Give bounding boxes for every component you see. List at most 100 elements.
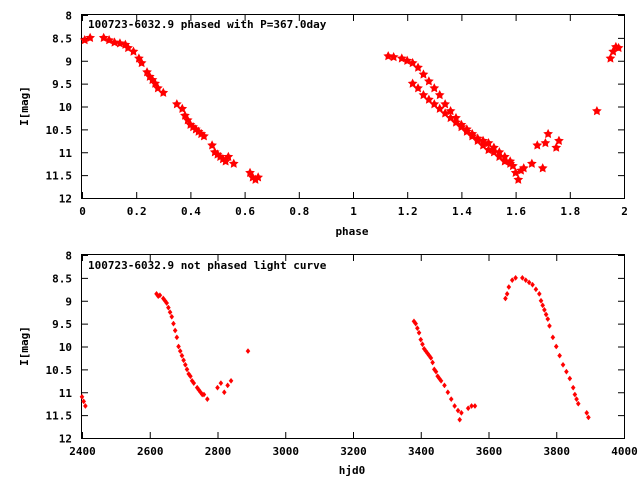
unphased-data-point	[557, 352, 562, 359]
unphased-data-point	[536, 290, 542, 297]
unphased-data-point	[469, 403, 474, 409]
unphased-data-point	[205, 396, 210, 403]
phased-data-point	[207, 140, 217, 150]
unphased-y-tick-label: 10.5	[46, 364, 73, 377]
unphased-x-tick-label: 3800	[544, 445, 571, 458]
unphased-data-point	[191, 380, 197, 387]
unphased-y-tick-label: 9.5	[52, 318, 72, 331]
phased-data-point	[537, 163, 548, 173]
unphased-data-point	[452, 403, 457, 409]
unphased-data-point	[553, 343, 559, 350]
unphased-data-point	[455, 407, 461, 414]
unphased-y-tick-label: 12	[59, 433, 72, 446]
phased-x-tick-label: 1.6	[506, 205, 526, 218]
phased-data-point	[128, 46, 139, 56]
phased-x-tick-label: 0.2	[127, 205, 147, 218]
unphased-x-axis-label: hjd0	[339, 464, 366, 477]
phased-data-point	[489, 142, 499, 152]
phased-data-point	[424, 76, 434, 86]
unphased-data-point	[179, 352, 185, 359]
unphased-data-point	[526, 279, 532, 286]
unphased-data-point	[540, 302, 546, 309]
unphased-data-point	[465, 405, 471, 412]
unphased-data-point	[176, 343, 181, 350]
phased-data-point	[440, 99, 450, 109]
phased-x-tick-label: 0.6	[235, 205, 255, 218]
unphased-plot-frame	[81, 254, 625, 439]
phased-data-point	[253, 172, 263, 182]
phased-data-point	[123, 42, 133, 53]
phased-ticks	[82, 15, 625, 199]
unphased-data-point	[584, 409, 590, 416]
unphased-data-point	[543, 311, 549, 318]
unphased-data-point	[81, 398, 87, 405]
unphased-data-point	[420, 341, 425, 348]
unphased-x-tick-label: 2800	[205, 445, 232, 458]
unphased-data-point	[177, 348, 183, 354]
phased-y-tick-labels: 8 8.5 9 9.5 10 10.5 11 11.5 12	[46, 10, 73, 206]
unphased-x-tick-label: 4000	[611, 445, 638, 458]
unphased-data-point	[533, 286, 539, 293]
phased-data-point	[543, 128, 553, 139]
phased-x-tick-labels: 0 0.2 0.4 0.6 0.8 1 1.2 1.4 1.6 1.8 2	[79, 205, 628, 218]
unphased-y-tick-label: 8.5	[52, 272, 72, 285]
phased-data-point	[136, 57, 147, 68]
unphased-data-point	[509, 277, 515, 284]
unphased-data-point	[166, 304, 171, 311]
unphased-data-points	[79, 274, 591, 423]
unphased-data-point	[228, 377, 234, 384]
unphased-data-point	[523, 277, 529, 284]
unphased-data-point	[530, 281, 535, 288]
unphased-data-point	[547, 322, 552, 329]
phased-data-point	[467, 128, 478, 139]
phased-chart-title: 100723-6032.9 phased with P=367.0day	[88, 18, 327, 31]
unphased-y-tick-label: 9	[65, 295, 72, 308]
phased-y-tick-label: 9.5	[52, 78, 72, 91]
unphased-data-point	[520, 274, 525, 281]
unphased-data-point	[418, 336, 424, 343]
unphased-data-point	[448, 396, 454, 403]
phased-y-tick-label: 12	[59, 193, 72, 206]
unphased-y-tick-labels: 8 8.5 9 9.5 10 10.5 11 11.5 12	[46, 250, 73, 446]
unphased-data-point	[215, 384, 220, 391]
phased-data-point	[440, 108, 450, 118]
unphased-data-point	[83, 403, 88, 409]
phased-data-point	[429, 99, 440, 109]
unphased-data-point	[167, 309, 173, 316]
unphased-x-tick-label: 2600	[137, 445, 164, 458]
phased-chart: 0 0.2 0.4 0.6 0.8 1 1.2 1.4 1.6 1.8 2 8 8.5 9 9.5 10 10…	[18, 10, 628, 239]
unphased-data-point	[445, 389, 451, 396]
unphased-data-point	[430, 359, 435, 366]
unphased-y-tick-label: 11	[59, 387, 73, 400]
phased-data-point	[413, 83, 423, 93]
phased-data-point	[388, 51, 399, 62]
unphased-data-point	[586, 414, 591, 421]
unphased-chart-title: 100723-6032.9 not phased light curve	[88, 259, 327, 272]
unphased-data-point	[545, 316, 551, 322]
phased-x-tick-label: 1	[350, 205, 357, 218]
phased-data-point	[532, 140, 543, 150]
phased-y-axis-label: I[mag]	[18, 86, 31, 126]
unphased-data-point	[172, 327, 178, 334]
unphased-data-point	[506, 284, 512, 290]
phased-data-point	[445, 112, 456, 123]
unphased-data-point	[169, 313, 175, 320]
phased-data-point	[605, 53, 616, 63]
phased-x-tick-label: 0.8	[289, 205, 309, 218]
unphased-data-point	[570, 384, 576, 391]
unphased-data-point	[182, 361, 188, 368]
unphased-data-point	[575, 400, 581, 407]
phased-x-tick-label: 1.2	[398, 205, 418, 218]
unphased-data-point	[225, 382, 230, 389]
unphased-x-tick-label: 3200	[340, 445, 367, 458]
unphased-ticks	[82, 255, 625, 439]
unphased-y-tick-label: 11.5	[46, 410, 73, 423]
unphased-data-point	[416, 329, 422, 336]
phased-data-point	[551, 142, 562, 152]
phased-data-point	[153, 83, 163, 93]
unphased-data-point	[513, 274, 518, 281]
phased-x-tick-label: 0	[79, 205, 86, 218]
phased-data-point	[407, 57, 418, 68]
unphased-data-point	[457, 416, 463, 423]
unphased-data-point	[245, 348, 251, 354]
